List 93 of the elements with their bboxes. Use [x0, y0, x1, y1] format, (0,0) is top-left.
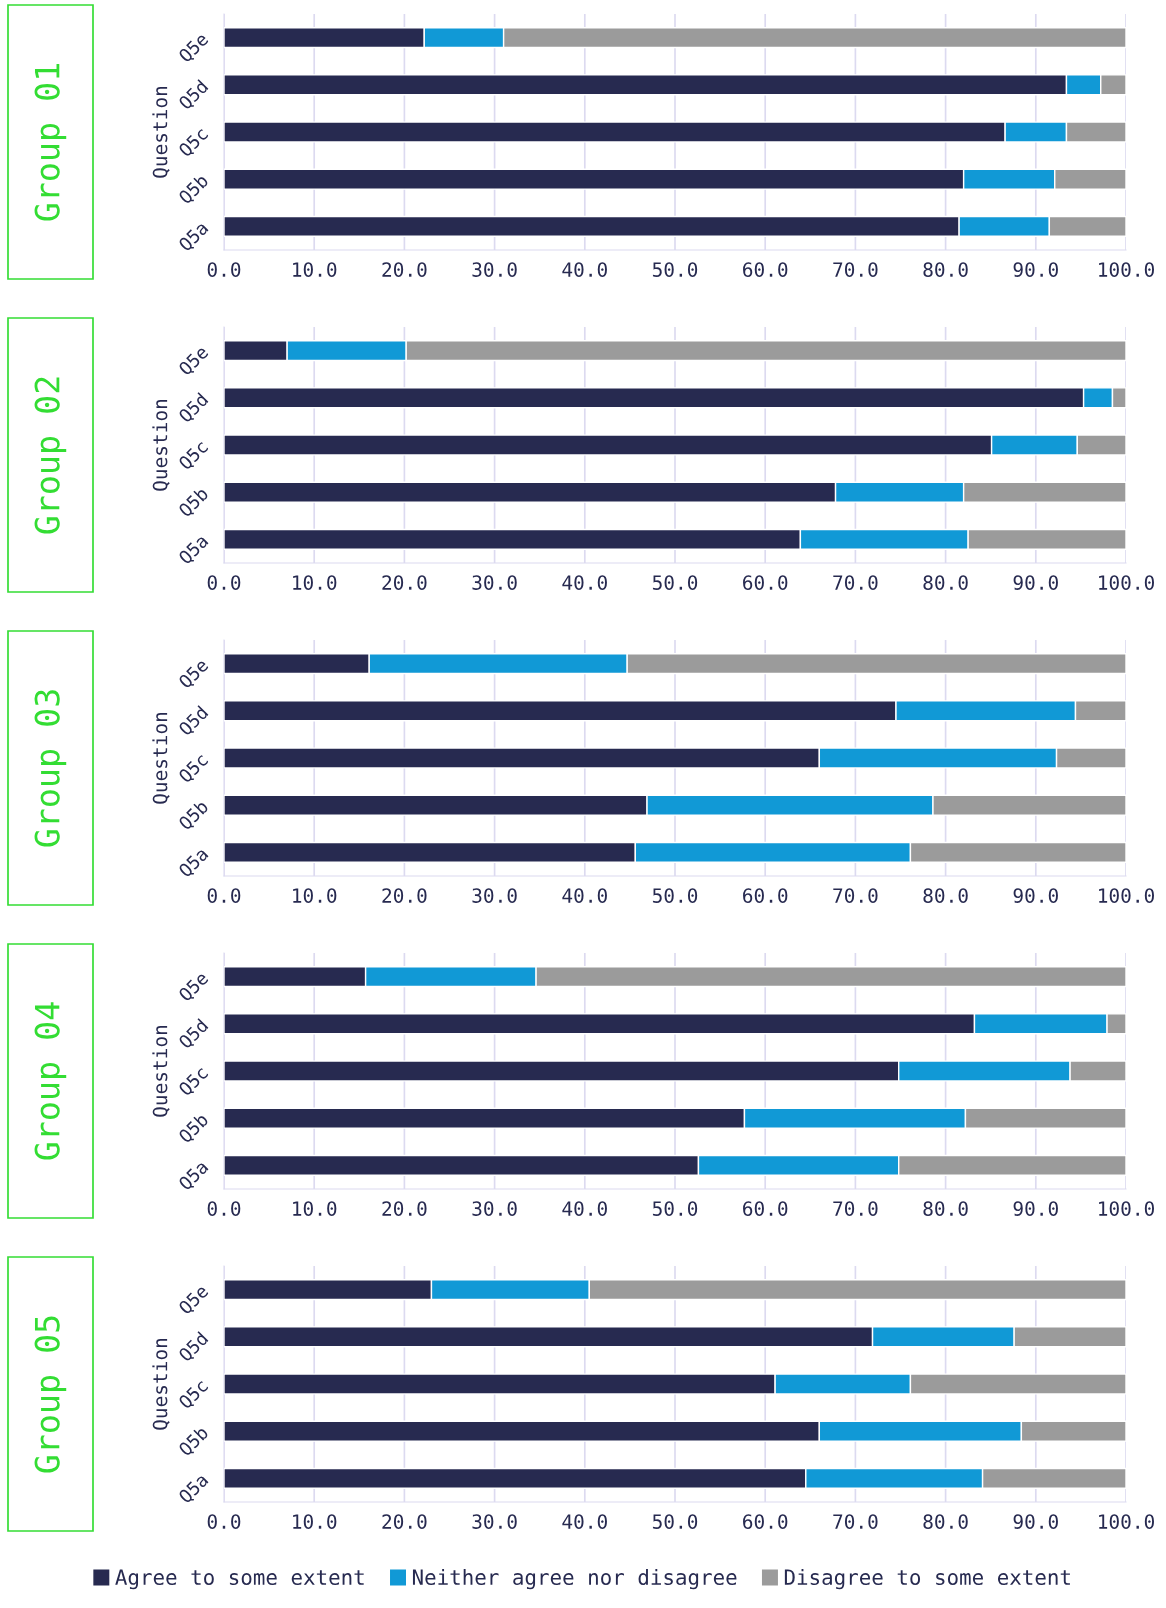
x-tick-label: 60.0 — [743, 575, 788, 590]
x-tick-label: 30.0 — [472, 262, 517, 277]
legend-label: Disagree to some extent — [784, 1568, 1070, 1590]
x-tick-label: 50.0 — [652, 1514, 698, 1529]
x-tick-label: 20.0 — [382, 888, 427, 903]
x-tick-label: 50.0 — [652, 262, 698, 277]
x-tick-label: 10.0 — [293, 1514, 337, 1529]
x-tick-label: 50.0 — [652, 888, 698, 903]
y-tick-label: Q5e — [177, 344, 211, 378]
y-tick-label: Q5a — [177, 220, 211, 254]
x-tick-label: 100.0 — [1099, 575, 1155, 590]
x-tick-label: 60.0 — [743, 1201, 788, 1216]
x-tick-label: 20.0 — [382, 575, 427, 590]
y-tick-label: Q5b — [177, 173, 211, 207]
y-tick-label: Q5a — [177, 1472, 211, 1506]
x-tick-label: 30.0 — [472, 1514, 517, 1529]
x-tick-label: 70.0 — [833, 262, 878, 277]
y-tick-label: Q5e — [177, 970, 211, 1004]
y-tick-label: Q5d — [177, 1331, 211, 1364]
x-tick-label: 10.0 — [293, 262, 337, 277]
y-tick-label: Q5c — [177, 752, 211, 785]
x-tick-label: 0.0 — [207, 575, 241, 590]
x-tick-label: 80.0 — [923, 888, 968, 903]
y-tick-label: Q5a — [177, 846, 211, 880]
x-tick-label: 10.0 — [293, 1201, 337, 1216]
legend-label: Neither agree nor disagree — [412, 1568, 737, 1590]
x-tick-label: 30.0 — [472, 888, 517, 903]
x-tick-label: 0.0 — [207, 262, 241, 277]
y-axis-title: Question — [152, 1338, 170, 1430]
y-tick-label: Q5c — [177, 1065, 211, 1098]
x-tick-label: 40.0 — [562, 575, 607, 590]
x-tick-label: 0.0 — [207, 1201, 241, 1216]
text: Group 02 — [34, 377, 67, 534]
y-tick-label: Q5b — [177, 1425, 211, 1459]
y-tick-label: Q5d — [177, 392, 211, 425]
y-tick-label: Q5e — [177, 1283, 211, 1317]
x-tick-label: 40.0 — [562, 1201, 607, 1216]
x-tick-label: 90.0 — [1013, 575, 1058, 590]
y-tick-label: Q5b — [177, 1112, 211, 1146]
x-tick-label: 60.0 — [743, 262, 788, 277]
x-tick-label: 100.0 — [1099, 262, 1155, 277]
x-tick-label: 60.0 — [743, 888, 788, 903]
x-tick-label: 90.0 — [1013, 888, 1058, 903]
text: Group 04 — [34, 1002, 67, 1160]
y-tick-label: Q5b — [177, 486, 211, 520]
text: Group 03 — [34, 690, 67, 847]
x-tick-label: 30.0 — [472, 1201, 517, 1216]
x-tick-label: 100.0 — [1099, 888, 1155, 903]
x-tick-label: 40.0 — [562, 888, 607, 903]
y-tick-label: Q5d — [177, 705, 211, 738]
y-tick-label: Q5c — [177, 1378, 211, 1411]
x-tick-label: 80.0 — [923, 262, 968, 277]
y-axis-title: Question — [152, 86, 170, 178]
x-tick-label: 30.0 — [472, 575, 517, 590]
y-tick-label: Q5a — [177, 533, 211, 567]
x-tick-label: 50.0 — [652, 575, 698, 590]
x-tick-label: 10.0 — [293, 575, 337, 590]
legend-label: Agree to some extent — [115, 1569, 364, 1590]
x-tick-label: 90.0 — [1013, 262, 1058, 277]
y-tick-label: Q5d — [177, 79, 211, 112]
x-tick-label: 10.0 — [293, 888, 337, 903]
x-tick-label: 80.0 — [923, 1201, 968, 1216]
x-tick-label: 20.0 — [382, 1514, 427, 1529]
x-tick-label: 50.0 — [652, 1201, 698, 1216]
text: Group 05 — [34, 1316, 67, 1473]
y-tick-label: Q5d — [177, 1018, 211, 1051]
x-tick-label: 20.0 — [382, 1201, 427, 1216]
y-axis-title: Question — [152, 1025, 170, 1117]
x-tick-label: 20.0 — [382, 262, 427, 277]
x-tick-label: 100.0 — [1099, 1201, 1155, 1216]
y-tick-label: Q5e — [177, 31, 211, 65]
y-tick-label: Q5b — [177, 799, 211, 833]
x-tick-label: 70.0 — [833, 1514, 878, 1529]
x-tick-label: 70.0 — [833, 575, 878, 590]
x-tick-label: 90.0 — [1013, 1201, 1058, 1216]
y-tick-label: Q5c — [177, 126, 211, 159]
x-tick-label: 60.0 — [743, 1514, 788, 1529]
y-tick-label: Q5e — [177, 657, 211, 691]
x-tick-label: 0.0 — [207, 1514, 241, 1529]
y-axis-title: Question — [152, 712, 170, 804]
x-tick-label: 0.0 — [207, 888, 241, 903]
y-tick-label: Q5c — [177, 439, 211, 472]
x-tick-label: 40.0 — [562, 1514, 607, 1529]
text: Group 01 — [34, 63, 67, 221]
x-tick-label: 90.0 — [1013, 1514, 1058, 1529]
x-tick-label: 70.0 — [833, 1201, 878, 1216]
y-tick-label: Q5a — [177, 1159, 211, 1193]
y-axis-title: Question — [152, 399, 170, 491]
x-tick-label: 80.0 — [923, 1514, 968, 1529]
x-tick-label: 80.0 — [923, 575, 968, 590]
x-tick-label: 40.0 — [562, 262, 607, 277]
x-tick-label: 100.0 — [1099, 1514, 1155, 1529]
x-tick-label: 70.0 — [833, 888, 878, 903]
